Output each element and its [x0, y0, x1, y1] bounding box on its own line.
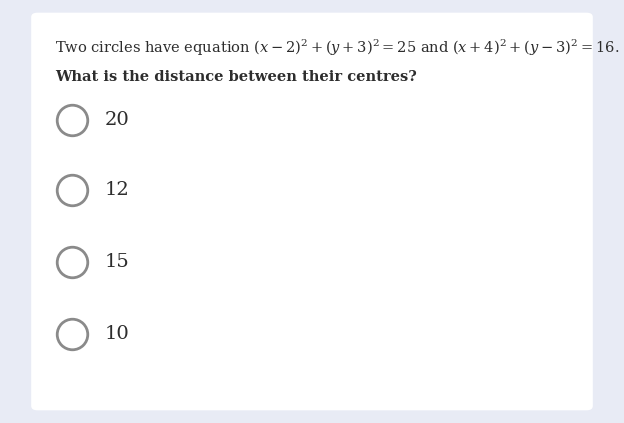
Text: Two circles have equation $(x-2)^{2}+(y+3)^{2}=25$ and $(x+4)^{2}+(y-3)^{2}=16$.: Two circles have equation $(x-2)^{2}+(y+…	[55, 38, 620, 58]
Text: 20: 20	[105, 111, 130, 129]
Text: 10: 10	[105, 325, 130, 343]
Text: What is the distance between their centres?: What is the distance between their centr…	[55, 70, 417, 84]
Text: 12: 12	[105, 181, 130, 199]
Text: 15: 15	[105, 253, 130, 271]
